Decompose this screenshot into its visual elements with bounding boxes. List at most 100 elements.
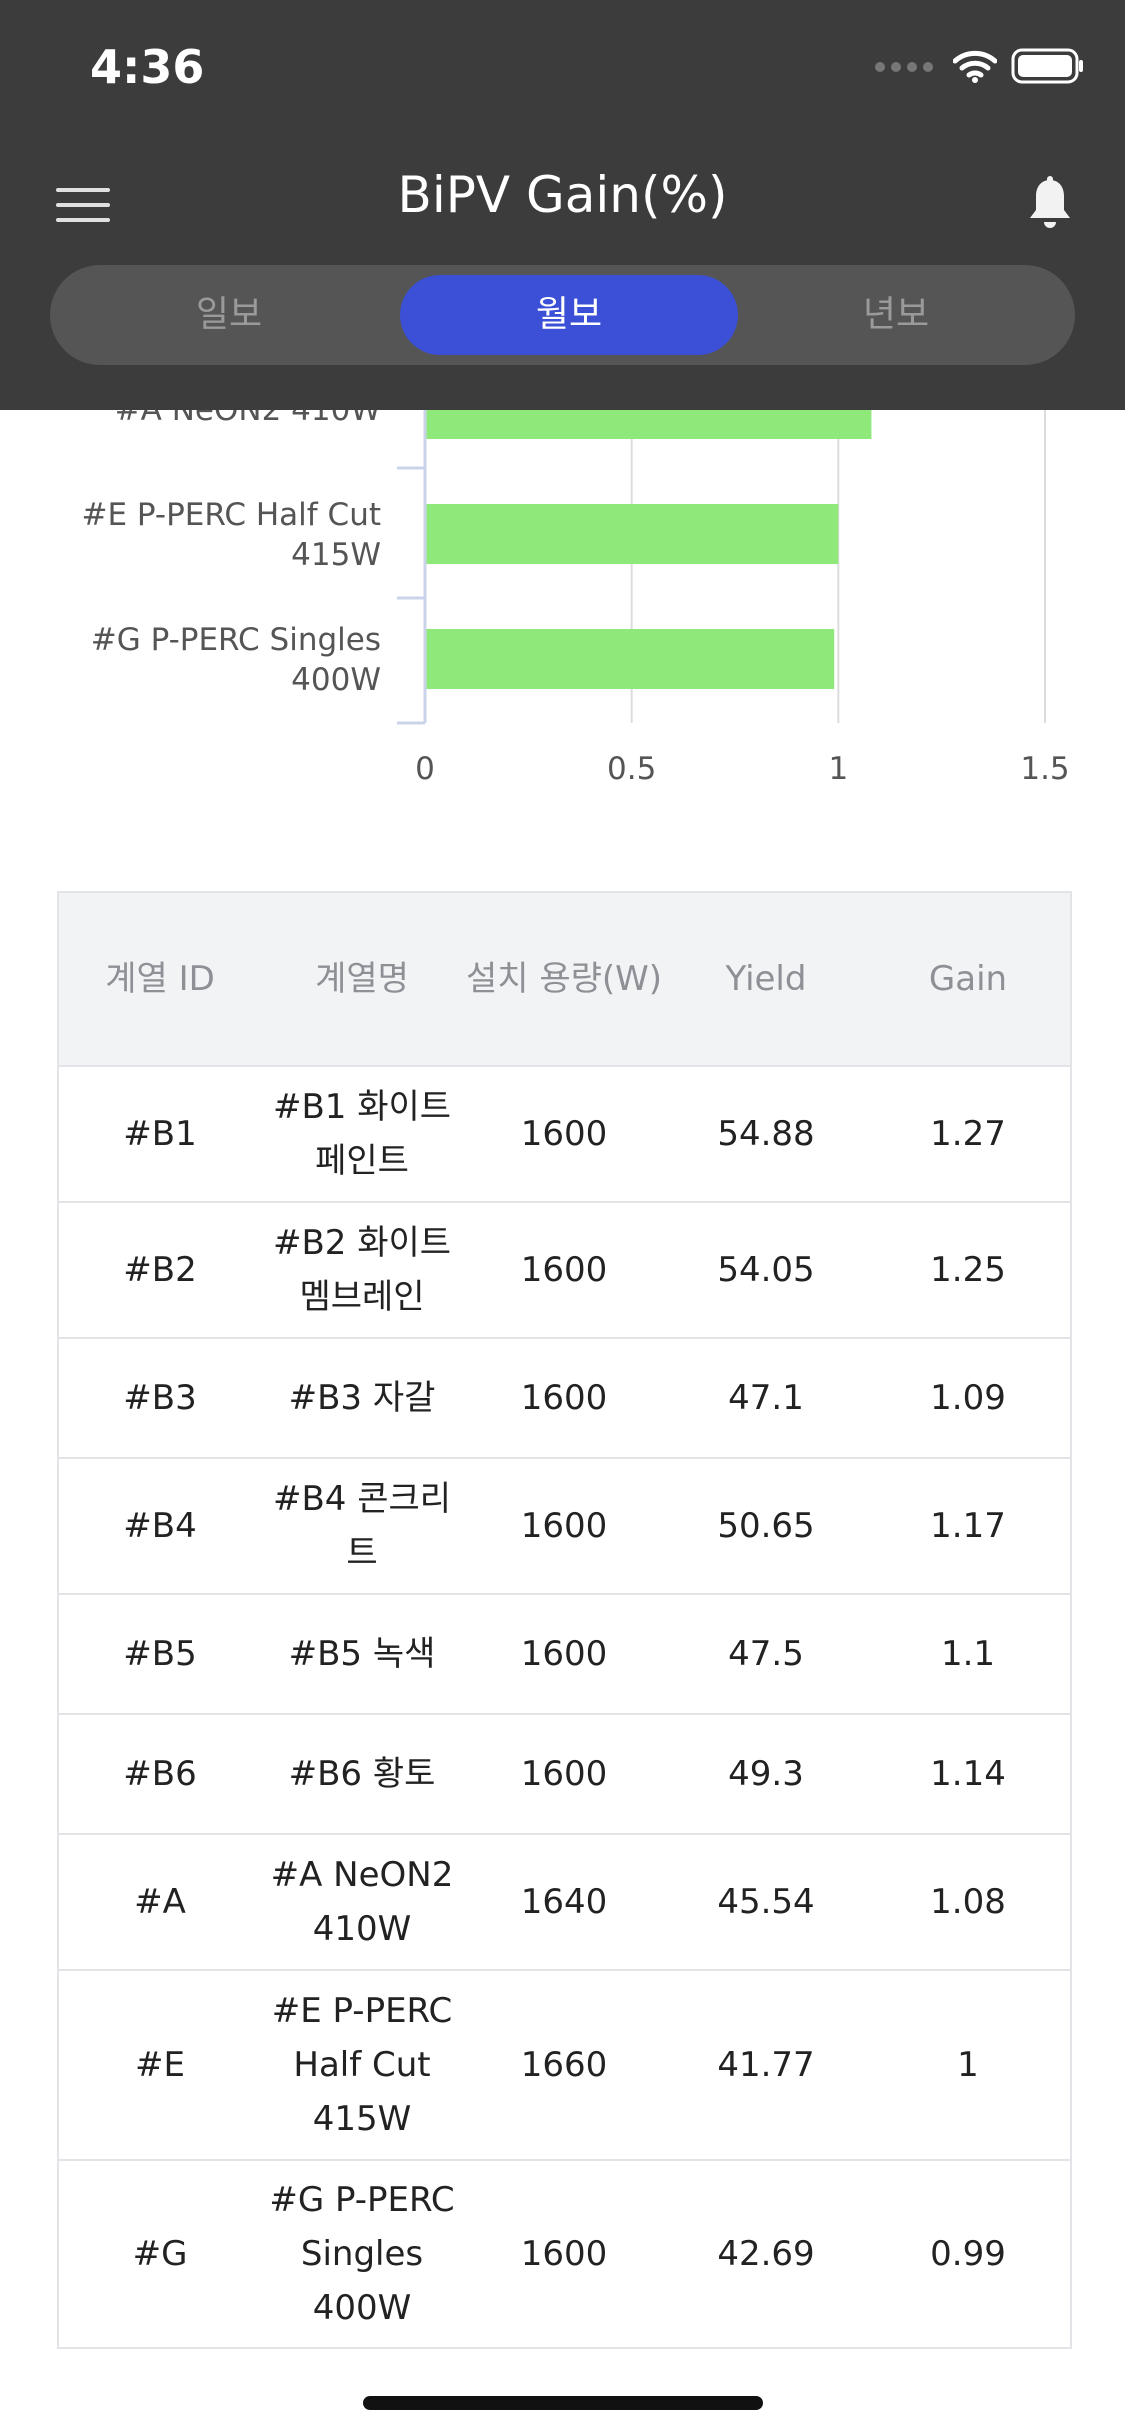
cell-series-name-line: #G P-PERC [269,2180,455,2220]
cell-gain: 1.25 [930,1250,1006,1290]
cell-series-name-line: #B6 황토 [288,1754,436,1794]
cell-series-id: #B5 [123,1634,197,1674]
cell-series-name-line: 멤브레인 [299,1277,425,1317]
table-row: #B6 #B6 황토 1600 49.3 1.14 [59,1715,1070,1835]
cell-capacity: 1600 [520,1114,608,1154]
cell-series-name-line: 415W [312,2099,412,2139]
cell-series-id: #E [135,2045,185,2085]
app-header: 4:36 BiPV Gain(%) 일보 월보 년보 [0,0,1125,410]
cell-gain: 1.17 [930,1506,1006,1546]
cell-series-name: #B6 황토 [261,1747,463,1801]
cell-series-name: #B3 자갈 [261,1371,463,1425]
cell-series-name-line: 트 [346,1533,378,1573]
cell-series-name-line: #B1 화이트 [272,1087,452,1127]
cell-capacity: 1600 [520,1754,608,1794]
cell-series-name: #B5 녹색 [261,1627,463,1681]
cell-series-name: #G P-PERC Singles 400W [261,2173,463,2335]
table-header-row: 계열 ID 계열명 설치 용량(W) Yield Gain [59,893,1070,1067]
table-row: #B5 #B5 녹색 1600 47.5 1.1 [59,1595,1070,1715]
header-gain: Gain [928,959,1008,999]
cell-yield: 50.65 [717,1506,815,1546]
y-category-label: #G P-PERC Singles [91,622,381,658]
menu-icon[interactable] [56,188,110,224]
cell-series-name-line: #E P-PERC [271,1991,453,2031]
cell-yield: 54.05 [717,1250,815,1290]
battery-icon [1011,48,1083,84]
cell-series-id: #G [132,2234,188,2274]
x-tick-label: 1 [828,751,848,787]
tab-monthly[interactable]: 월보 [400,275,738,355]
cell-yield: 47.1 [728,1378,804,1418]
header-series-name: 계열명 [315,959,409,999]
cell-gain: 0.99 [930,2234,1006,2274]
cell-series-id: #B1 [123,1114,197,1154]
cell-yield: 54.88 [717,1114,815,1154]
header-yield: Yield [725,959,807,999]
cell-yield: 47.5 [728,1634,804,1674]
cell-gain: 1.1 [940,1634,996,1674]
wifi-icon [953,50,997,83]
y-category-label: 400W [291,662,381,698]
cell-capacity: 1600 [520,1250,608,1290]
cell-series-name: #A NeON2 410W [261,1848,463,1956]
cell-capacity: 1660 [520,2045,608,2085]
cell-series-name-line: #B4 콘크리 [272,1479,452,1519]
x-tick-label: 1.5 [1020,751,1069,787]
y-category-label: #E P-PERC Half Cut [81,497,381,533]
tab-yearly[interactable]: 년보 [862,294,930,335]
bell-icon[interactable] [1025,176,1075,232]
cell-series-id: #B2 [123,1250,197,1290]
cell-series-name-line: 페인트 [315,1141,409,1181]
cell-capacity: 1640 [520,1882,608,1922]
cell-capacity: 1600 [520,1634,608,1674]
cell-capacity: 1600 [520,1378,608,1418]
status-icons [875,48,1085,84]
cell-series-name-line: #B2 화이트 [272,1223,452,1263]
gain-table: 계열 ID 계열명 설치 용량(W) Yield Gain #B1 #B1 화이트… [57,891,1072,2349]
header-series-id: 계열 ID [105,959,215,999]
cell-gain: 1 [957,2045,979,2085]
header-capacity: 설치 용량(W) [465,959,663,999]
cell-series-name: #E P-PERC Half Cut 415W [261,1984,463,2146]
cell-series-name-line: #B5 녹색 [288,1634,436,1674]
cell-series-name-line: #B3 자갈 [288,1378,436,1418]
home-indicator[interactable] [363,2396,763,2410]
cell-series-name-line: #A NeON2 [270,1855,454,1895]
cell-gain: 1.09 [930,1378,1006,1418]
cell-series-name-line: Half Cut [293,2045,431,2085]
cell-gain: 1.08 [930,1882,1006,1922]
table-row: #E #E P-PERC Half Cut 415W 1660 41.77 1 [59,1971,1070,2161]
period-segmented-control: 일보 월보 년보 [50,265,1075,365]
chart-bar [425,504,839,564]
signal-icon [875,57,939,76]
cell-capacity: 1600 [520,1506,608,1546]
cell-yield: 42.69 [717,2234,815,2274]
cell-series-id: #B3 [123,1378,197,1418]
cell-series-id: #A [134,1882,186,1922]
cell-gain: 1.27 [930,1114,1006,1154]
cell-series-name-line: Singles [300,2234,424,2274]
table-row: #G #G P-PERC Singles 400W 1600 42.69 0.99 [59,2161,1070,2347]
cell-yield: 45.54 [717,1882,815,1922]
chart-bar [425,629,835,689]
cell-capacity: 1600 [520,2234,608,2274]
x-tick-label: 0 [415,751,435,787]
table-row: #B4 #B4 콘크리 트 1600 50.65 1.17 [59,1459,1070,1595]
tab-daily[interactable]: 일보 [195,294,263,335]
status-time: 4:36 [90,40,205,94]
table-row: #B3 #B3 자갈 1600 47.1 1.09 [59,1339,1070,1459]
cell-yield: 41.77 [717,2045,815,2085]
x-tick-label: 0.5 [607,751,656,787]
y-category-label: 415W [291,537,381,573]
cell-gain: 1.14 [930,1754,1006,1794]
cell-series-name-line: 410W [312,1909,412,1949]
cell-series-name-line: 400W [312,2288,412,2328]
